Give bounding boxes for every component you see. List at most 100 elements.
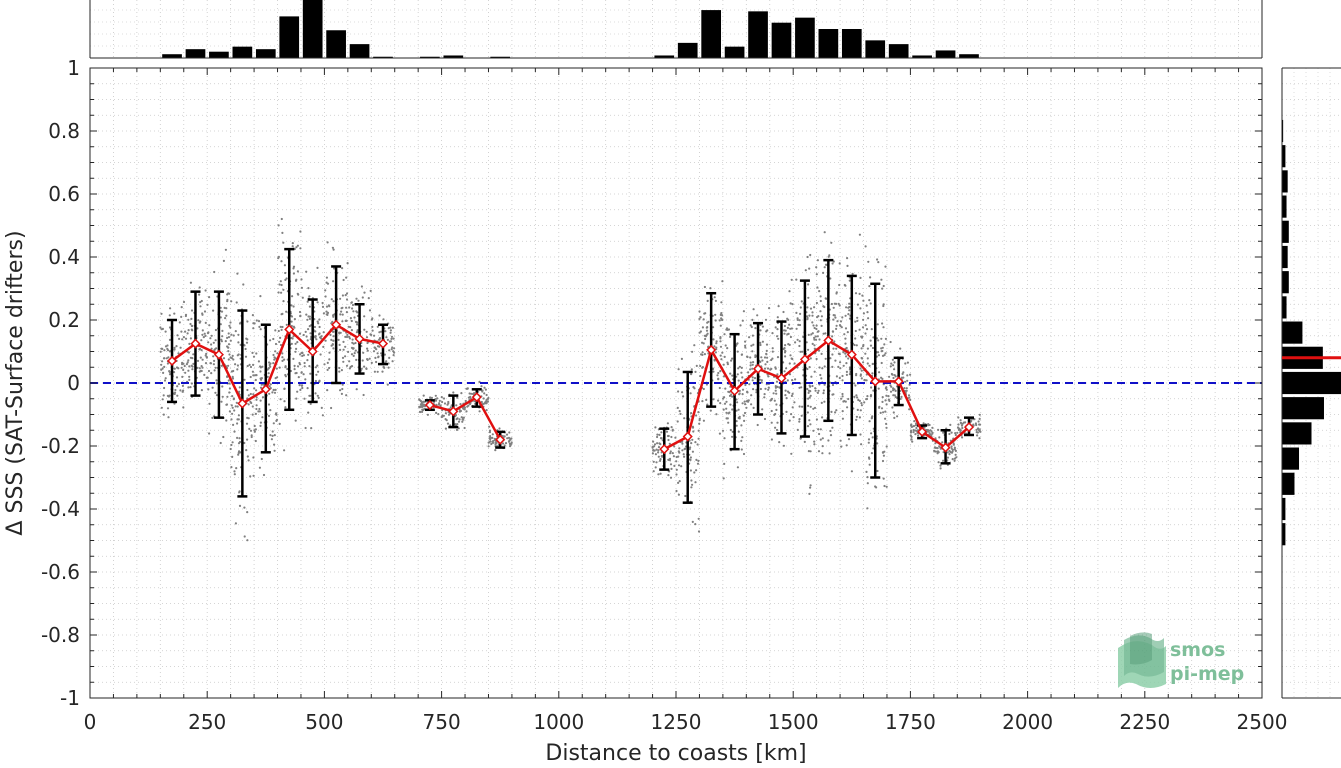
scatter-point	[694, 370, 697, 373]
scatter-point	[671, 452, 674, 455]
scatter-point	[923, 426, 926, 429]
scatter-point	[300, 371, 303, 374]
scatter-point	[892, 394, 895, 397]
mean-marker	[799, 354, 810, 365]
scatter-point	[831, 365, 834, 368]
scatter-point	[271, 434, 274, 437]
scatter-point	[301, 386, 304, 390]
scatter-point	[372, 350, 376, 353]
scatter-point	[250, 435, 253, 439]
scatter-point	[248, 427, 251, 430]
scatter-point	[807, 348, 810, 351]
scatter-point	[282, 300, 285, 303]
scatter-point	[226, 395, 229, 398]
scatter-point	[392, 354, 395, 357]
scatter-point	[444, 427, 447, 430]
scatter-point	[844, 327, 848, 330]
scatter-point	[848, 302, 851, 305]
mean-marker	[706, 344, 717, 355]
scatter-point	[893, 361, 896, 364]
scatter-point	[910, 425, 913, 428]
scatter-point	[200, 389, 203, 392]
scatter-point	[437, 413, 440, 416]
scatter-point	[856, 396, 859, 399]
scatter-point	[243, 441, 246, 445]
scatter-point	[880, 407, 884, 410]
scatter-point	[251, 351, 254, 354]
scatter-point	[199, 301, 202, 304]
scatter-point	[712, 338, 715, 341]
scatter-point	[869, 302, 872, 305]
scatter-point	[770, 397, 774, 400]
scatter-point	[168, 370, 171, 374]
scatter-point	[341, 383, 344, 386]
scatter-point	[352, 347, 355, 350]
scatter-point	[163, 379, 167, 382]
top-histogram	[89, 0, 1263, 59]
scatter-point	[290, 342, 293, 345]
scatter-point	[162, 394, 165, 397]
scatter-point	[255, 398, 258, 401]
scatter-point	[704, 337, 707, 341]
scatter-point	[491, 436, 494, 439]
scatter-point	[841, 417, 845, 420]
scatter-point	[332, 347, 335, 350]
scatter-point	[354, 341, 357, 345]
scatter-point	[369, 289, 372, 292]
scatter-point	[808, 267, 811, 270]
scatter-point	[308, 305, 311, 308]
scatter-point	[701, 366, 705, 369]
scatter-point	[226, 293, 229, 296]
scatter-point	[190, 309, 194, 312]
scatter-point	[759, 343, 762, 347]
main-plot: 0 250 500 750 1000 1250 1500 1750 2000 2250 2500 1…	[41, 56, 1287, 734]
scatter-point	[184, 330, 187, 333]
scatter-point	[230, 466, 233, 469]
scatter-point	[678, 480, 681, 483]
scatter-point	[214, 366, 217, 369]
scatter-point	[705, 398, 708, 401]
scatter-point	[344, 345, 347, 348]
scatter-point	[211, 416, 214, 419]
top-histogram-bar	[302, 0, 323, 58]
scatter-point	[468, 392, 471, 395]
scatter-point	[357, 299, 360, 302]
scatter-point	[323, 363, 326, 366]
scatter-point	[725, 411, 728, 414]
scatter-point	[434, 398, 437, 401]
scatter-point	[864, 352, 867, 355]
scatter-point	[393, 351, 396, 354]
logo-line1: smos	[1170, 639, 1225, 661]
scatter-point	[770, 438, 774, 441]
scatter-point	[759, 341, 762, 344]
scatter-point	[838, 283, 841, 287]
scatter-point	[273, 449, 276, 452]
scatter-point	[352, 342, 355, 345]
scatter-point	[681, 391, 684, 394]
scatter-point	[447, 400, 450, 404]
scatter-point	[791, 392, 794, 395]
scatter-point	[506, 437, 509, 440]
scatter-point	[752, 343, 755, 346]
scatter-point	[815, 301, 819, 305]
scatter-point	[208, 296, 211, 299]
scatter-point	[812, 429, 815, 432]
scatter-point	[482, 402, 485, 405]
scatter-point	[748, 383, 751, 386]
scatter-point	[697, 517, 700, 520]
scatter-point	[209, 362, 212, 365]
scatter-point	[181, 361, 184, 364]
scatter-point	[881, 349, 884, 353]
scatter-point	[251, 413, 254, 416]
scatter-point	[290, 315, 294, 318]
scatter-point	[656, 433, 659, 436]
scatter-point	[666, 422, 670, 425]
scatter-point	[247, 459, 250, 462]
scatter-point	[228, 410, 231, 413]
scatter-point	[211, 386, 214, 389]
scatter-point	[863, 401, 866, 404]
scatter-point	[726, 361, 729, 364]
scatter-point	[881, 459, 885, 463]
scatter-point	[501, 434, 504, 438]
scatter-point	[294, 279, 298, 282]
